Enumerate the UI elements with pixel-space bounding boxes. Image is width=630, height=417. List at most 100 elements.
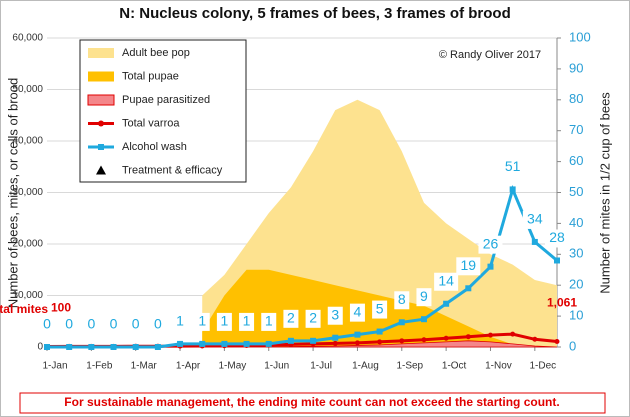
data-label: 34: [527, 211, 543, 227]
x-tick-label: 1-Jan: [42, 361, 67, 372]
data-label-box: [545, 229, 569, 248]
data-label-box: [239, 312, 255, 331]
data-label: 28: [549, 229, 565, 245]
data-label-box: [216, 312, 232, 331]
data-label-box: [349, 303, 365, 322]
area: [202, 340, 558, 348]
x-tick-label: 1-Apr: [176, 361, 201, 372]
footer: For sustainable management, the ending m…: [64, 395, 559, 409]
marker: [510, 331, 516, 337]
legend-swatch: [87, 94, 115, 106]
y2-tick-label: 0: [569, 338, 576, 353]
y2-tick-label: 100: [569, 29, 591, 44]
marker: [199, 340, 206, 347]
legend-box: [79, 39, 247, 183]
data-label-box: [150, 316, 166, 334]
data-label-box: [327, 306, 343, 325]
data-label-box: [456, 257, 481, 276]
data-label-box: [194, 312, 210, 331]
chart-title: N: Nucleus colony, 5 frames of bees, 3 f…: [119, 5, 511, 22]
marker: [332, 334, 339, 341]
legend-marker: [98, 120, 104, 127]
data-label-box: [478, 235, 503, 254]
data-label: 19: [461, 257, 477, 273]
data-label: 1: [220, 313, 228, 329]
legend-label: Total varroa: [122, 117, 180, 129]
data-label: 0: [132, 316, 140, 332]
data-label-box: [283, 309, 299, 328]
y-tick-label: 60,000: [12, 33, 43, 44]
marker: [420, 316, 427, 323]
x-tick-label: 1-Oct: [442, 361, 467, 372]
data-label-box: [83, 316, 99, 334]
marker: [465, 334, 471, 340]
data-label: 0: [110, 316, 118, 332]
x-tick-label: 1-Mar: [131, 361, 158, 372]
data-label: 14: [438, 272, 454, 288]
data-label-box: [394, 291, 410, 310]
y2-tick-label: 60: [569, 153, 583, 168]
marker: [332, 340, 338, 346]
y2-tick-label: 70: [569, 122, 583, 137]
y-axis-title: Number of bees, mites, or cells of brood: [5, 78, 20, 309]
marker: [66, 344, 73, 350]
data-label-box: [416, 288, 432, 307]
marker: [487, 332, 493, 338]
y-tick-label: 40,000: [12, 136, 43, 147]
y2-tick-label: 40: [569, 215, 583, 230]
x-tick-label: 1-Dec: [529, 361, 556, 372]
y2-tick-label: 20: [569, 277, 583, 292]
data-label-box: [434, 272, 459, 291]
data-label: 1: [198, 313, 206, 329]
data-label-box: [305, 309, 321, 328]
data-label-box: [61, 316, 77, 334]
y2-tick-label: 80: [569, 91, 583, 106]
marker: [132, 344, 139, 350]
marker: [377, 339, 383, 345]
marker: [44, 344, 50, 350]
data-label: 8: [398, 291, 406, 307]
x-tick-label: 1-Sep: [396, 361, 423, 372]
data-label: 2: [309, 310, 317, 326]
y2-tick-label: 30: [569, 246, 583, 261]
marker: [265, 340, 272, 347]
data-label: 5: [376, 300, 384, 316]
x-tick-label: 1-May: [218, 361, 246, 372]
data-label-box: [372, 300, 388, 319]
footer-box: [19, 392, 606, 414]
marker: [154, 344, 161, 350]
data-label: 0: [65, 316, 73, 332]
y-tick-label: 50,000: [12, 84, 43, 95]
data-label: 1: [243, 313, 251, 329]
marker: [443, 300, 450, 307]
marker: [509, 186, 516, 193]
y-tick-label: 0: [37, 342, 43, 353]
marker: [287, 337, 294, 344]
legend-label: Alcohol wash: [122, 141, 187, 153]
data-label: 3: [331, 306, 339, 322]
data-label: 9: [420, 288, 428, 304]
marker: [554, 257, 560, 264]
marker: [354, 331, 361, 338]
legend-label: Total pupae: [122, 70, 179, 82]
marker: [531, 238, 538, 245]
marker: [443, 335, 449, 341]
data-label: 26: [483, 235, 499, 251]
y2-axis-title: Number of mites in 1/2 cup of bees: [597, 92, 612, 294]
x-tick-label: 1-Aug: [352, 361, 379, 372]
marker: [376, 328, 383, 335]
legend-marker: [96, 165, 106, 175]
x-tick-label: 1-Jun: [264, 361, 289, 372]
marker: [88, 344, 95, 350]
y2-tick-label: 90: [569, 60, 583, 75]
marker: [177, 340, 184, 347]
marker: [465, 285, 472, 292]
y2-tick-label: 50: [569, 184, 583, 199]
data-label: 1,061: [547, 296, 577, 310]
x-tick-label: 1-Feb: [86, 361, 113, 372]
data-label: 0: [87, 316, 95, 332]
legend-label: Pupae parasitized: [122, 94, 210, 106]
marker: [532, 336, 538, 342]
data-label-box: [500, 158, 525, 177]
data-label-box: [172, 312, 188, 331]
